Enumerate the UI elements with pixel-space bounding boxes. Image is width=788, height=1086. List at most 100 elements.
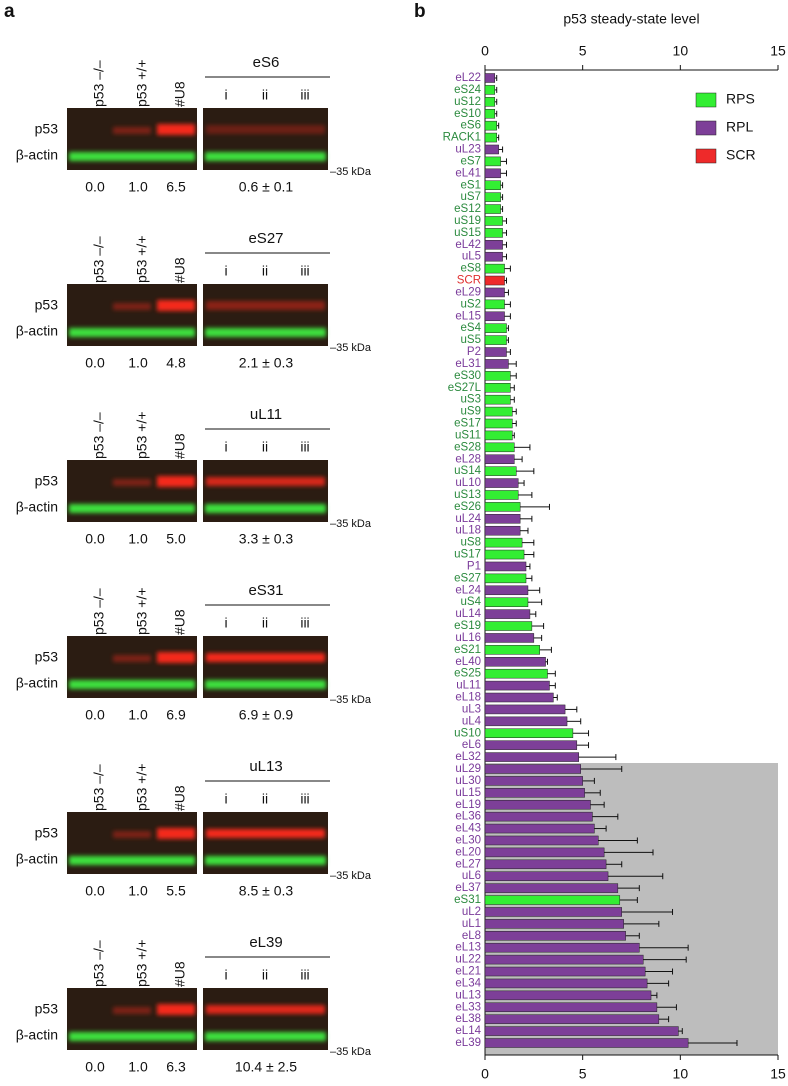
p53-band bbox=[206, 301, 325, 310]
quantification: 5.0 bbox=[166, 531, 186, 547]
bar bbox=[484, 978, 648, 989]
category-label: eS19 bbox=[454, 620, 481, 632]
category-label: P1 bbox=[467, 560, 481, 572]
actin-band bbox=[69, 1032, 195, 1041]
bar bbox=[484, 609, 531, 619]
actin-band bbox=[205, 328, 326, 337]
category-label: SCR bbox=[457, 275, 481, 287]
legend-swatch bbox=[695, 148, 717, 164]
replicate-label: ii bbox=[262, 439, 268, 455]
category-label: uL2 bbox=[462, 906, 481, 918]
marker-label: –35 kDa bbox=[330, 870, 372, 882]
bar bbox=[484, 168, 501, 179]
category-label: uS10 bbox=[454, 727, 481, 739]
category-label: eS26 bbox=[454, 501, 481, 513]
category-label: uL29 bbox=[455, 763, 481, 775]
row-label: β-actin bbox=[16, 499, 58, 515]
category-label: eS4 bbox=[461, 322, 482, 334]
category-label: eL14 bbox=[455, 1025, 481, 1037]
blot-group-label: eS31 bbox=[248, 582, 283, 599]
p53-band bbox=[206, 653, 325, 662]
lane-label: p53 –/– bbox=[91, 588, 107, 635]
quantification: 0.0 bbox=[85, 179, 105, 195]
bar bbox=[484, 192, 501, 202]
x-tick-label: 10 bbox=[673, 43, 689, 59]
bar bbox=[484, 871, 609, 881]
bar bbox=[484, 454, 515, 464]
blot-group-label: eS27 bbox=[248, 230, 283, 247]
lane-label: p53 +/+ bbox=[134, 412, 150, 460]
category-label: uS11 bbox=[455, 429, 481, 441]
bar bbox=[484, 692, 554, 703]
category-label: eL36 bbox=[455, 811, 481, 823]
category-label: uS13 bbox=[454, 489, 481, 501]
bar bbox=[484, 907, 622, 917]
quantification: 0.0 bbox=[85, 355, 105, 371]
bar bbox=[484, 442, 515, 453]
chart-title: p53 steady-state level bbox=[563, 11, 699, 27]
category-label: P2 bbox=[467, 346, 481, 358]
category-label: uS17 bbox=[454, 549, 481, 561]
p53-band bbox=[113, 127, 151, 134]
bar bbox=[484, 287, 505, 298]
legend-label: RPS bbox=[726, 91, 755, 107]
category-label: eL8 bbox=[462, 930, 481, 942]
legend-swatch bbox=[695, 120, 717, 136]
category-label: eL41 bbox=[455, 167, 481, 179]
actin-band bbox=[205, 856, 326, 865]
category-label: uL13 bbox=[455, 989, 481, 1001]
category-label: eL24 bbox=[455, 584, 481, 596]
bar bbox=[484, 275, 505, 286]
bar bbox=[484, 561, 527, 572]
category-label: eS30 bbox=[454, 370, 481, 382]
bar bbox=[484, 621, 533, 631]
category-label: uL11 bbox=[456, 680, 481, 692]
bar bbox=[484, 823, 595, 834]
row-label: β-actin bbox=[16, 323, 58, 339]
actin-band bbox=[69, 504, 195, 513]
panel-label: a bbox=[4, 1, 15, 22]
category-label: eL22 bbox=[455, 72, 481, 84]
row-label: p53 bbox=[35, 1001, 59, 1017]
bar bbox=[484, 120, 497, 131]
category-label: eL13 bbox=[455, 942, 481, 954]
category-label: eL33 bbox=[455, 1001, 481, 1013]
actin-band bbox=[205, 152, 326, 161]
actin-band bbox=[69, 680, 195, 689]
actin-band bbox=[205, 1032, 326, 1041]
actin-band bbox=[69, 328, 195, 337]
category-label: uL10 bbox=[455, 477, 481, 489]
lane-label: #U8 bbox=[172, 961, 188, 987]
quantification: 6.9 bbox=[166, 707, 186, 723]
category-label: uS19 bbox=[454, 215, 481, 227]
category-label: eS17 bbox=[454, 418, 481, 430]
row-label: p53 bbox=[35, 825, 59, 841]
p53-band bbox=[113, 655, 151, 662]
bar bbox=[484, 645, 540, 655]
p53-band bbox=[206, 829, 325, 838]
replicate-label: iii bbox=[300, 439, 309, 455]
bar bbox=[484, 1002, 658, 1013]
category-label: eL43 bbox=[455, 823, 481, 835]
replicate-label: ii bbox=[262, 967, 268, 983]
category-label: eS8 bbox=[461, 263, 481, 275]
category-label: eL34 bbox=[455, 977, 481, 989]
quantification: 6.3 bbox=[166, 1059, 186, 1075]
blot-group-label: eL39 bbox=[249, 934, 282, 951]
category-label: uL3 bbox=[462, 703, 481, 715]
replicate-label: i bbox=[224, 615, 227, 631]
quantification: 1.0 bbox=[128, 707, 148, 723]
bar bbox=[484, 371, 511, 381]
bar bbox=[484, 263, 505, 274]
actin-band bbox=[69, 152, 195, 161]
bar bbox=[484, 156, 501, 167]
category-label: uS9 bbox=[461, 406, 481, 418]
bar bbox=[484, 883, 619, 893]
quantification: 1.0 bbox=[128, 355, 148, 371]
p53-band bbox=[206, 1005, 325, 1014]
quantification: 6.5 bbox=[166, 179, 186, 195]
category-label: eL39 bbox=[455, 1037, 481, 1049]
replicate-label: i bbox=[224, 263, 227, 279]
replicate-label: iii bbox=[300, 263, 309, 279]
lane-label: #U8 bbox=[172, 257, 188, 283]
